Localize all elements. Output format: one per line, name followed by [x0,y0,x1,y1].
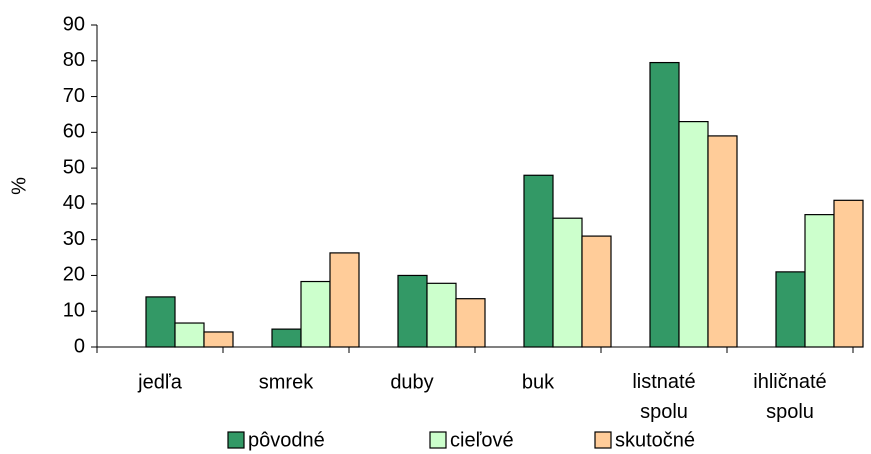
bar [300,280,331,348]
x-tick-label: ihličnaté spolu [753,371,826,423]
y-tick-label: 20 [63,264,85,286]
bar [678,120,709,348]
legend-swatch [227,431,245,449]
y-tick-label: 60 [63,121,85,143]
x-tick-label: smrek [259,371,314,393]
legend-label: cieľové [450,429,514,451]
y-tick-label: 50 [63,156,85,178]
bar [397,274,428,348]
y-tick-label: 10 [63,300,85,322]
bar [174,322,205,348]
y-tick-label: 90 [63,13,85,35]
y-tick-label: 80 [63,49,85,71]
y-tick-label: 30 [63,228,85,250]
x-tick-label: buk [522,371,555,393]
y-tick-label: 40 [63,192,85,214]
bar [455,298,486,348]
bar [581,235,612,348]
bar [707,135,738,348]
y-axis-label: % [8,177,30,195]
bar [145,296,176,348]
x-tick-label: listnaté spolu [632,371,695,423]
bar [804,214,835,348]
bar [329,252,360,348]
bar [271,328,302,348]
y-tick-label: 70 [63,85,85,107]
x-tick-label: jedľa [137,371,183,393]
bar [523,174,554,348]
x-tick-label: duby [390,371,433,393]
bar [203,331,234,348]
legend-label: pôvodné [248,429,325,451]
bar [775,271,806,348]
y-tick-label: 0 [74,335,85,357]
legend-swatch [594,431,612,449]
bar [426,282,457,348]
legend-swatch [429,431,447,449]
bar [552,217,583,348]
bar [833,199,864,348]
legend-label: skutočné [615,429,695,451]
bar [649,61,680,348]
